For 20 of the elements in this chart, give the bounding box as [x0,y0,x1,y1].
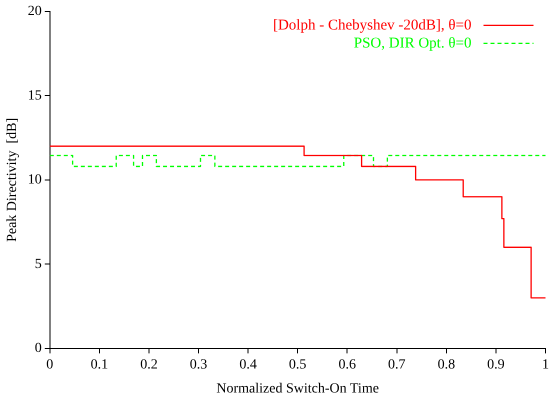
x-tick-label: 0.4 [239,357,257,372]
x-tick-label: 0.9 [487,357,505,372]
legend-label: PSO, DIR Opt. θ=0 [354,35,472,52]
x-axis-title: Normalized Switch-On Time [216,381,379,396]
y-tick-label: 0 [34,341,42,356]
y-tick-label: 10 [28,172,42,188]
x-tick-label: 0.8 [438,357,456,372]
x-tick-label: 1 [542,357,549,372]
x-tick-label: 0.2 [140,357,158,372]
y-tick-label: 20 [28,4,42,20]
y-tick-label: 15 [28,88,42,104]
y-tick-label: 5 [34,256,42,272]
x-tick-label: 0.3 [190,357,208,372]
x-tick-label: 0.6 [338,357,356,372]
y-axis-title: Peak Directivity [dB] [5,118,20,242]
legend-label: [Dolph - Chebyshev -20dB], θ=0 [272,17,472,34]
x-tick-label: 0.7 [388,357,406,372]
x-tick-label: 0 [46,357,54,372]
x-tick-label: 0.1 [90,357,108,372]
x-tick-label: 0.5 [288,357,306,372]
